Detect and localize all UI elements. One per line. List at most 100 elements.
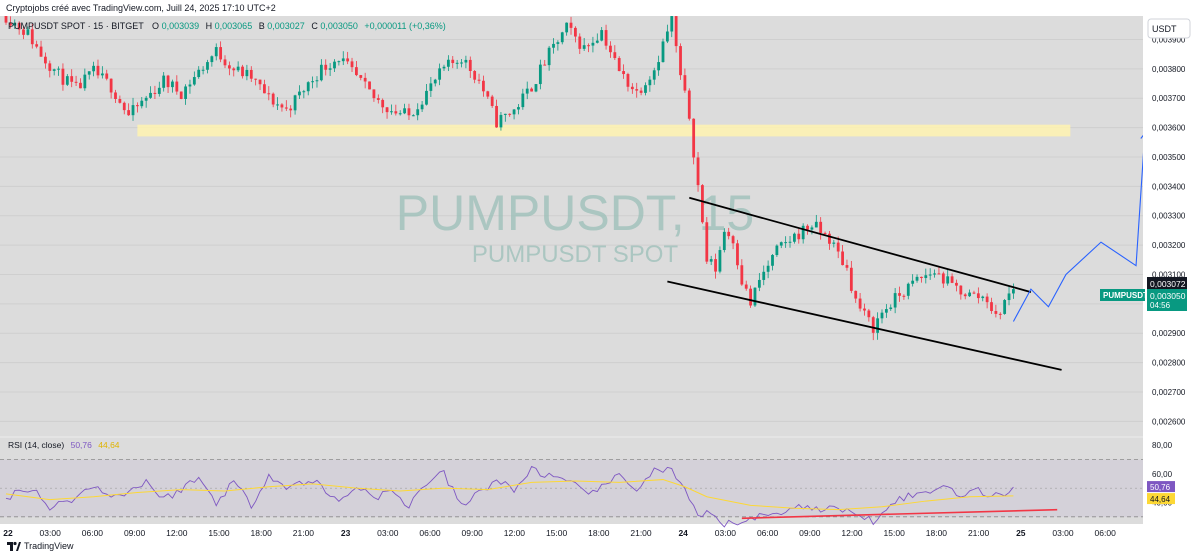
- candle-body: [306, 82, 310, 92]
- currency-button-frame[interactable]: [1147, 18, 1191, 39]
- time-tick-label: 06:00: [1095, 528, 1117, 538]
- candle-body: [674, 16, 678, 47]
- rsi-legend: RSI (14, close) 50,76 44,64: [8, 440, 120, 450]
- candle-body: [136, 105, 139, 107]
- candle-body: [1003, 300, 1007, 314]
- price-tick-label: 0,003900: [1152, 35, 1186, 44]
- candle-body: [600, 30, 604, 41]
- candle-body: [245, 69, 249, 77]
- candle-body: [473, 71, 477, 80]
- candle-body: [79, 82, 82, 89]
- candle-body: [263, 84, 266, 94]
- candle-body: [92, 65, 95, 72]
- price-tick-label: 0,003100: [1152, 270, 1186, 279]
- drawings[interactable]: [667, 132, 1150, 371]
- time-tick-label: 09:00: [799, 528, 821, 538]
- candle-body: [61, 68, 65, 85]
- candle-body: [346, 58, 350, 62]
- rsi-value-tag: [1147, 481, 1175, 493]
- rsi-trendline[interactable]: [741, 508, 1058, 520]
- currency-button[interactable]: USDT: [1147, 18, 1191, 39]
- candle-body: [411, 115, 415, 117]
- last-price-text: 0,003050: [1150, 291, 1186, 301]
- candle-body: [276, 104, 279, 106]
- footer: TradingView: [0, 538, 1200, 556]
- price-tick-label: 0,003300: [1152, 212, 1186, 221]
- channel-lower-line[interactable]: [667, 280, 1062, 371]
- demand-zone[interactable]: [137, 124, 1071, 137]
- time-tick-label: 24: [678, 528, 688, 538]
- candle-body: [692, 118, 696, 158]
- candle-body: [959, 285, 963, 295]
- currency-button-label[interactable]: USDT: [1152, 24, 1177, 34]
- candle-body: [679, 46, 682, 76]
- candle-body: [814, 221, 818, 228]
- time-tick-label: 03:00: [40, 528, 62, 538]
- candle-body: [924, 275, 928, 279]
- projection-path[interactable]: [1012, 133, 1146, 322]
- candle-body: [736, 243, 739, 266]
- candle-body: [530, 88, 533, 92]
- candle-body: [911, 280, 915, 284]
- channel-upper-line[interactable]: [689, 196, 1032, 293]
- candle-body: [819, 221, 823, 233]
- time-tick-label: 06:00: [82, 528, 104, 538]
- legend-change: +0,000011 (+0,36%): [364, 21, 445, 31]
- price-axis-bg[interactable]: [1143, 16, 1200, 524]
- price-tick-label: 0,002700: [1152, 388, 1186, 397]
- chart-credit: Cryptojobs créé avec TradingView.com, Ju…: [6, 3, 276, 13]
- legend-c-label: C: [311, 21, 318, 31]
- upper-price-text: 0,003072: [1150, 279, 1186, 289]
- logo-stem: [10, 542, 13, 551]
- candle-body: [70, 76, 74, 82]
- candle-body: [328, 68, 332, 70]
- candle-body: [210, 56, 214, 63]
- time-axis[interactable]: 22 03:00 06:00 09:00 12:00 15:00 18:00 21:00 23 0…: [3, 528, 1116, 538]
- candle-body: [219, 47, 223, 60]
- candle-body: [595, 40, 599, 43]
- candle-body: [52, 69, 56, 71]
- candle-body: [832, 242, 836, 244]
- time-tick-label: 03:00: [715, 528, 737, 538]
- candle-body: [83, 74, 87, 89]
- candle-body: [652, 70, 656, 80]
- rsi-ma-line: [5, 479, 1014, 511]
- time-tick-label: 22: [3, 528, 13, 538]
- candle-body: [394, 111, 398, 114]
- candle-body: [26, 29, 30, 35]
- candle-body: [284, 107, 288, 109]
- time-tick-label: 23: [341, 528, 351, 538]
- candle-body: [727, 231, 731, 237]
- price-tick-label: 0,003600: [1152, 124, 1186, 133]
- price-tick-label: 0,003800: [1152, 65, 1186, 74]
- candle-body: [665, 31, 669, 42]
- candle-body: [841, 251, 844, 266]
- price-tick-label: 0,003500: [1152, 153, 1186, 162]
- candle-body: [359, 75, 363, 78]
- candle-body: [823, 232, 827, 234]
- candle-body: [714, 259, 717, 272]
- candle-body: [718, 250, 722, 272]
- candle-body: [854, 290, 858, 299]
- candle-body: [775, 245, 779, 256]
- candle-body: [639, 90, 643, 93]
- candle-body: [867, 310, 871, 318]
- candle-body: [701, 185, 704, 223]
- rsi-legend-value: 50,76: [71, 440, 93, 450]
- candle-body: [976, 293, 980, 299]
- time-tick-label: 15:00: [546, 528, 568, 538]
- trading-chart[interactable]: PUMPUSDT, 15 PUMPUSDT SPOT PUMPUSDT SPOT…: [0, 16, 1200, 538]
- candle-body: [44, 56, 47, 64]
- candle-body: [144, 97, 148, 101]
- rsi-legend-ma-value: 44,64: [98, 440, 120, 450]
- time-tick-label: 12:00: [166, 528, 188, 538]
- candle-body: [65, 76, 69, 85]
- price-tick-label: 0,002600: [1152, 417, 1186, 426]
- candle-body: [87, 71, 91, 75]
- candle-body: [762, 271, 766, 280]
- candle-body: [670, 16, 674, 32]
- candle-body: [390, 111, 393, 113]
- candle-body: [162, 75, 166, 88]
- candle-body: [302, 91, 306, 93]
- candle-body: [464, 59, 468, 63]
